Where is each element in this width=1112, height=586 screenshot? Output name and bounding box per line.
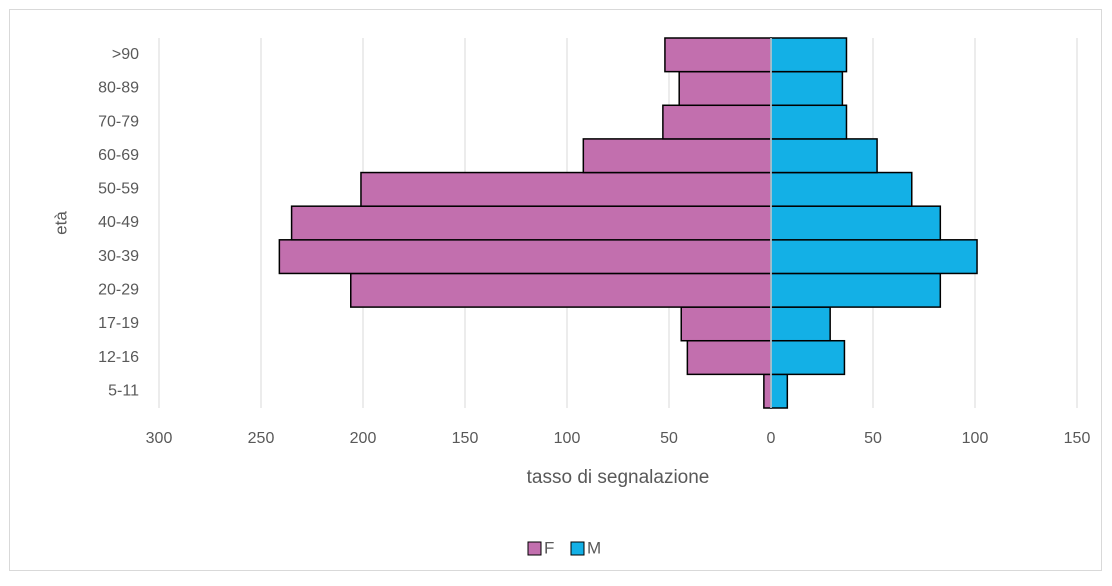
bar bbox=[770, 339, 846, 376]
bar bbox=[770, 239, 978, 275]
legend-swatch bbox=[527, 541, 542, 556]
bar bbox=[770, 37, 848, 73]
x-tick-label: 50 bbox=[660, 430, 678, 447]
y-tick-label: 30-39 bbox=[98, 248, 139, 265]
x-tick-label: 150 bbox=[1064, 430, 1091, 447]
legend-label: F bbox=[544, 538, 554, 557]
y-tick-label: 40-49 bbox=[98, 214, 139, 231]
bar bbox=[770, 272, 942, 308]
bar bbox=[770, 104, 848, 140]
x-tick-label: 200 bbox=[350, 430, 377, 447]
y-tick-label: 70-79 bbox=[98, 113, 139, 130]
bar bbox=[350, 272, 772, 308]
bar bbox=[678, 70, 772, 107]
bar bbox=[278, 239, 772, 275]
y-tick-label: 5-11 bbox=[108, 382, 139, 399]
legend-swatch bbox=[570, 541, 585, 556]
bar bbox=[664, 37, 772, 73]
bar bbox=[770, 306, 831, 342]
bar bbox=[662, 104, 772, 140]
y-tick-label: 60-69 bbox=[98, 147, 139, 164]
y-axis-title: età bbox=[51, 211, 70, 235]
bar bbox=[763, 373, 772, 409]
bar bbox=[770, 171, 913, 207]
x-tick-label: 100 bbox=[962, 430, 989, 447]
x-axis-title: tasso di segnalazione bbox=[527, 467, 710, 488]
x-tick-label: 100 bbox=[554, 430, 581, 447]
x-tick-label: 150 bbox=[452, 430, 479, 447]
bar bbox=[360, 171, 772, 207]
x-tick-label: 0 bbox=[767, 430, 776, 447]
legend-label: M bbox=[587, 538, 601, 557]
y-tick-label: 80-89 bbox=[98, 80, 139, 97]
y-tick-label: 20-29 bbox=[98, 281, 139, 298]
bar bbox=[770, 205, 942, 241]
bar bbox=[680, 306, 772, 342]
y-tick-label: 50-59 bbox=[98, 181, 139, 198]
bar bbox=[770, 373, 789, 409]
bar bbox=[770, 138, 878, 174]
bar bbox=[582, 138, 772, 174]
y-tick-label: >90 bbox=[112, 46, 139, 63]
bar bbox=[770, 70, 844, 107]
x-tick-label: 50 bbox=[864, 430, 882, 447]
x-tick-label: 250 bbox=[248, 430, 275, 447]
bar bbox=[686, 339, 772, 376]
x-tick-label: 300 bbox=[146, 430, 173, 447]
bar bbox=[290, 205, 772, 241]
y-tick-label: 17-19 bbox=[98, 315, 139, 332]
y-tick-label: 12-16 bbox=[98, 349, 139, 366]
